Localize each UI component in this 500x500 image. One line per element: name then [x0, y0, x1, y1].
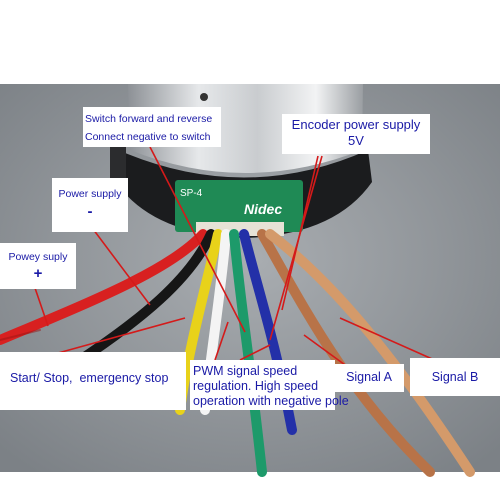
- label-switch-forward-reverse: Switch forward and reverse Connect negat…: [83, 107, 221, 147]
- label-pwm-line1: PWM signal speed: [193, 364, 298, 378]
- label-switch-line1: Switch forward and reverse: [85, 113, 213, 125]
- label-signal-b: Signal B: [410, 358, 500, 396]
- arrow-pwm-2: [239, 344, 271, 361]
- pcb-model-text: SP-4: [180, 188, 203, 199]
- pcb-brand-text: Nidec: [244, 201, 282, 217]
- label-power-negative-text: Power supply: [58, 188, 122, 200]
- label-encoder-line2: 5V: [348, 133, 364, 148]
- wire-green: [229, 229, 267, 477]
- label-encoder-line1: Encoder power supply: [291, 117, 421, 132]
- label-power-negative-sign: -: [87, 203, 93, 221]
- encoder-pcb: SP-4 Nidec: [175, 180, 303, 236]
- label-start-stop: Start/ Stop, emergency stop: [0, 352, 186, 410]
- arrow-encoder-2: [281, 155, 319, 311]
- label-pwm-line2: regulation. High speed: [193, 379, 319, 393]
- arrow-power-positive: [34, 287, 49, 327]
- label-power-positive-sign: +: [33, 265, 43, 283]
- label-start-stop-text: Start/ Stop, emergency stop: [10, 371, 169, 385]
- label-signal-b-text: Signal B: [431, 370, 479, 384]
- label-signal-a: Signal A: [334, 364, 404, 392]
- wire-brown: [257, 229, 435, 477]
- arrow-switch: [149, 146, 246, 333]
- arrow-start-stop: [39, 317, 186, 359]
- label-power-positive: Powey suply +: [0, 243, 76, 289]
- label-signal-a-text: Signal A: [346, 370, 392, 384]
- label-power-positive-text: Powey suply: [8, 251, 68, 263]
- wire-bundle: [0, 229, 475, 477]
- wire-tan: [265, 229, 475, 477]
- label-encoder-power: Encoder power supply 5V: [282, 114, 430, 154]
- label-power-negative: Power supply -: [52, 178, 128, 232]
- arrow-pwm-1: [214, 321, 229, 361]
- label-pwm-line3: operation with negative pole: [193, 394, 349, 408]
- wire-red: [0, 229, 208, 345]
- label-switch-line2: Connect negative to switch: [85, 131, 211, 143]
- arrow-power-negative: [89, 224, 151, 306]
- label-pwm-speed: PWM signal speed regulation. High speed …: [190, 360, 349, 410]
